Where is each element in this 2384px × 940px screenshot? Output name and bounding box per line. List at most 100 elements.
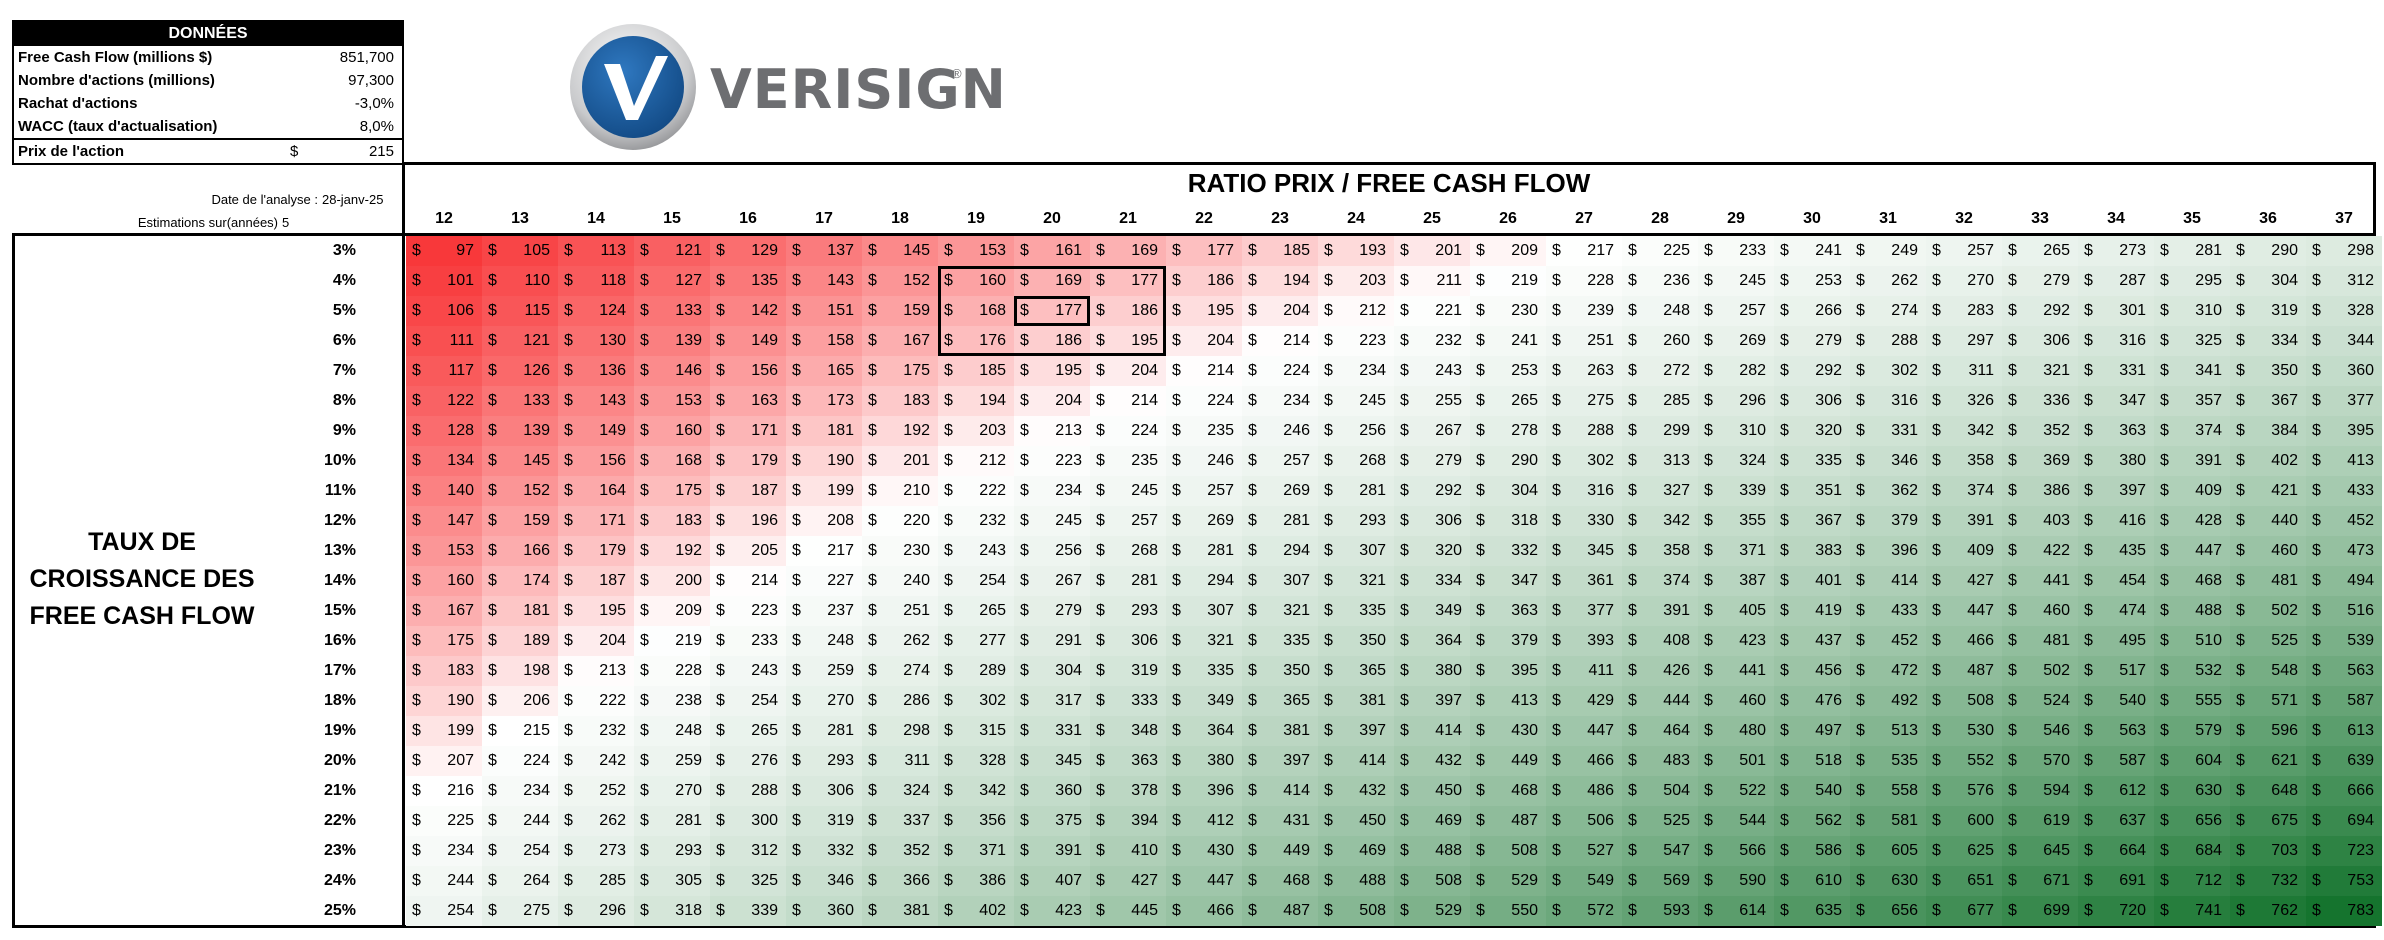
valuation-cell: $206 bbox=[482, 686, 558, 716]
valuation-cell: $192 bbox=[634, 536, 710, 566]
cell-currency: $ bbox=[1096, 602, 1105, 619]
cell-currency: $ bbox=[868, 782, 877, 799]
input-label: Nombre d'actions (millions) bbox=[18, 72, 215, 89]
valuation-cell: $364 bbox=[1166, 716, 1242, 746]
cell-currency: $ bbox=[1172, 392, 1181, 409]
valuation-cell: $181 bbox=[786, 416, 862, 446]
growth-rate-label: 17% bbox=[323, 662, 356, 679]
ratio-header-18: 18 bbox=[891, 210, 909, 227]
valuation-cell: $544 bbox=[1698, 806, 1774, 836]
cell-value: 345 bbox=[1055, 752, 1082, 769]
valuation-cell: $133 bbox=[634, 296, 710, 326]
input-value[interactable]: 8,0% bbox=[359, 118, 394, 135]
valuation-cell: $664 bbox=[2078, 836, 2154, 866]
cell-value: 371 bbox=[1739, 542, 1766, 559]
cell-currency: $ bbox=[1248, 542, 1257, 559]
cell-value: 497 bbox=[1815, 722, 1842, 739]
cell-value: 214 bbox=[1207, 362, 1234, 379]
valuation-cell: $257 bbox=[1166, 476, 1242, 506]
cell-value: 209 bbox=[675, 602, 702, 619]
cell-currency: $ bbox=[792, 302, 801, 319]
cell-currency: $ bbox=[792, 392, 801, 409]
cell-currency: $ bbox=[640, 722, 649, 739]
ratio-header-row: 12 13 14 15 16 17 18 19 20 21 22 23 24 25 26 27 28 29 30 31… bbox=[0, 210, 2384, 234]
ratio-header-15: 15 bbox=[663, 210, 681, 227]
table-title: RATIO PRIX / FREE CASH FLOW bbox=[1187, 168, 1591, 198]
valuation-cell: $263 bbox=[1546, 356, 1622, 386]
valuation-cell: $160 bbox=[634, 416, 710, 446]
valuation-cell: $481 bbox=[2002, 626, 2078, 656]
cell-currency: $ bbox=[2084, 422, 2093, 439]
cell-value: 590 bbox=[1739, 872, 1766, 889]
cell-currency: $ bbox=[488, 632, 497, 649]
valuation-cell: $335 bbox=[1318, 596, 1394, 626]
cell-currency: $ bbox=[488, 242, 497, 259]
valuation-cell: $351 bbox=[1774, 476, 1850, 506]
cell-currency: $ bbox=[792, 722, 801, 739]
cell-currency: $ bbox=[412, 572, 421, 589]
input-value[interactable]: -3,0% bbox=[354, 95, 394, 112]
cell-currency: $ bbox=[1172, 542, 1181, 559]
cell-currency: $ bbox=[1020, 542, 1029, 559]
valuation-cell: $194 bbox=[1242, 266, 1318, 296]
valuation-cell: $331 bbox=[1014, 716, 1090, 746]
valuation-cell: $171 bbox=[710, 416, 786, 446]
cell-value: 555 bbox=[2195, 692, 2222, 709]
cell-value: 133 bbox=[523, 392, 550, 409]
valuation-cell: $513 bbox=[1850, 716, 1926, 746]
cell-currency: $ bbox=[792, 272, 801, 289]
cell-currency: $ bbox=[1096, 452, 1105, 469]
valuation-cell: $397 bbox=[2078, 476, 2154, 506]
valuation-cell: $252 bbox=[558, 776, 634, 806]
cell-currency: $ bbox=[1552, 722, 1561, 739]
valuation-cell: $117 bbox=[406, 356, 482, 386]
cell-currency: $ bbox=[488, 902, 497, 919]
cell-currency: $ bbox=[2084, 512, 2093, 529]
cell-currency: $ bbox=[1856, 752, 1865, 769]
cell-value: 468 bbox=[2195, 572, 2222, 589]
valuation-cell: $270 bbox=[1926, 266, 2002, 296]
cell-currency: $ bbox=[2084, 482, 2093, 499]
valuation-cell: $347 bbox=[2078, 386, 2154, 416]
cell-currency: $ bbox=[1020, 842, 1029, 859]
cell-currency: $ bbox=[2084, 662, 2093, 679]
valuation-cell: $256 bbox=[1014, 536, 1090, 566]
cell-value: 129 bbox=[751, 242, 778, 259]
valuation-cell: $383 bbox=[1774, 536, 1850, 566]
cell-value: 331 bbox=[2119, 362, 2146, 379]
ratio-header-19: 19 bbox=[967, 210, 985, 227]
cell-currency: $ bbox=[1020, 812, 1029, 829]
valuation-cell: $550 bbox=[1470, 896, 1546, 926]
valuation-cell: $145 bbox=[862, 236, 938, 266]
input-value[interactable]: 851,700 bbox=[339, 49, 394, 66]
cell-currency: $ bbox=[2084, 692, 2093, 709]
price-value[interactable]: 215 bbox=[368, 143, 394, 160]
price-label: Prix de l'action bbox=[18, 143, 125, 160]
input-value[interactable]: 97,300 bbox=[348, 72, 394, 89]
cell-currency: $ bbox=[2312, 542, 2321, 559]
valuation-cell: $304 bbox=[2230, 266, 2306, 296]
valuation-cell: $152 bbox=[862, 266, 938, 296]
cell-value: 487 bbox=[1511, 812, 1538, 829]
cell-value: 241 bbox=[1815, 242, 1842, 259]
cell-currency: $ bbox=[2084, 272, 2093, 289]
cell-currency: $ bbox=[1856, 272, 1865, 289]
valuation-cell: $671 bbox=[2002, 866, 2078, 896]
cell-currency: $ bbox=[1400, 782, 1409, 799]
cell-currency: $ bbox=[1704, 872, 1713, 889]
cell-value: 183 bbox=[675, 512, 702, 529]
cell-currency: $ bbox=[792, 602, 801, 619]
valuation-cell: $186 bbox=[1166, 266, 1242, 296]
cell-currency: $ bbox=[1324, 752, 1333, 769]
valuation-cell: $363 bbox=[1090, 746, 1166, 776]
valuation-cell: $269 bbox=[1166, 506, 1242, 536]
cell-currency: $ bbox=[2084, 572, 2093, 589]
cell-currency: $ bbox=[1172, 632, 1181, 649]
cell-value: 367 bbox=[1815, 512, 1842, 529]
cell-value: 248 bbox=[1663, 302, 1690, 319]
growth-rate-label: 14% bbox=[323, 572, 356, 589]
cell-currency: $ bbox=[1552, 782, 1561, 799]
cell-currency: $ bbox=[564, 842, 573, 859]
valuation-cell: $532 bbox=[2154, 656, 2230, 686]
